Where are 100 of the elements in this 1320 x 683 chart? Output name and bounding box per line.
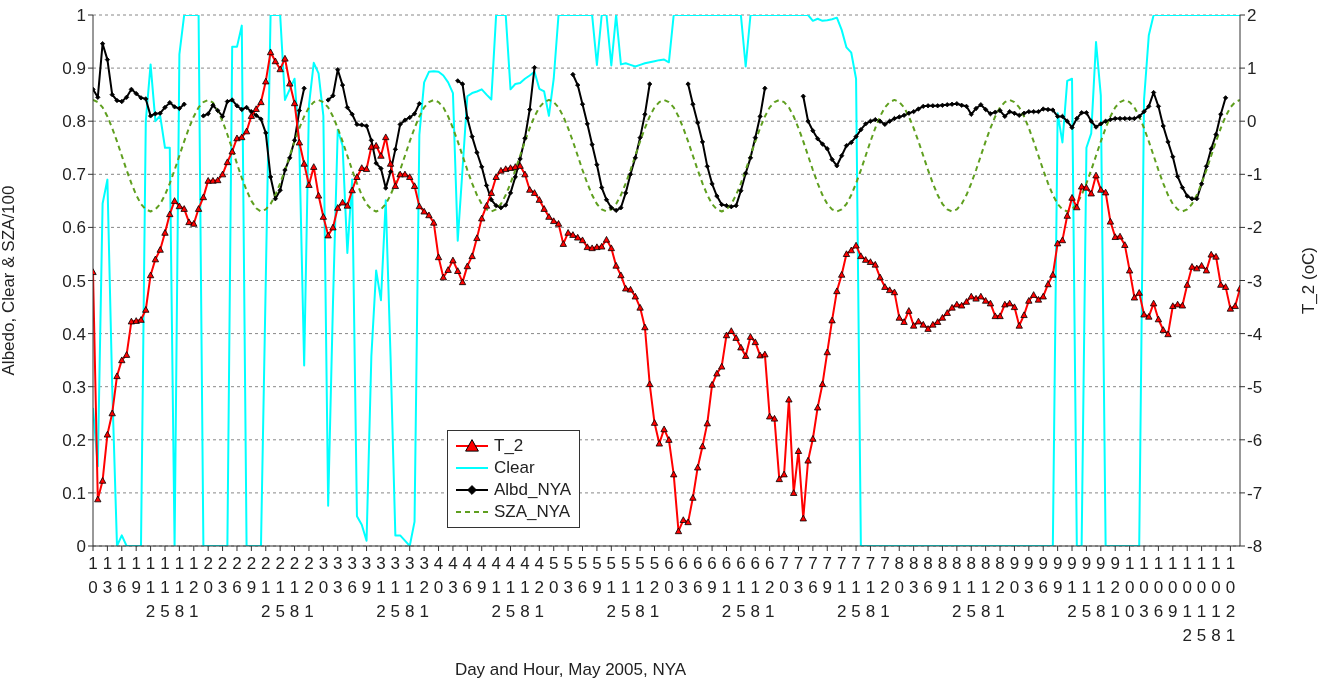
- x-tick-label: 312: [376, 554, 386, 621]
- x-tick-label: 515: [620, 554, 631, 621]
- x-tick-label: 80: [894, 554, 904, 597]
- x-tick-label: 821: [995, 554, 1005, 621]
- x-tick-label: 512: [606, 554, 617, 621]
- x-tick-label: 412: [491, 554, 501, 621]
- x-tick-label: 19: [131, 554, 141, 597]
- x-tick-label: 718: [865, 554, 876, 621]
- x-tick-label: 90: [1009, 554, 1020, 597]
- y-tick-label: 0.2: [62, 430, 86, 450]
- y-tick-label: 0.7: [62, 165, 86, 185]
- x-tick-label: 715: [851, 554, 861, 621]
- x-tick-label: 93: [1024, 554, 1034, 597]
- x-tick-label: 918: [1096, 554, 1106, 621]
- y-tick-label: 0.4: [62, 324, 86, 344]
- x-tick-label: 1018: [1211, 554, 1221, 645]
- x-tick-label: 56: [577, 554, 588, 597]
- x-tick-label: 1021: [1225, 554, 1236, 645]
- x-tick-label: 46: [462, 554, 473, 597]
- x-tick-label: 318: [405, 554, 415, 621]
- y-tick-label: 0.6: [62, 218, 86, 238]
- y2-tick-label: -2: [1247, 218, 1263, 238]
- y2-tick-label: -1: [1247, 165, 1263, 185]
- x-tick-label: 40: [433, 554, 444, 597]
- x-tick-label: 812: [952, 554, 962, 621]
- x-tick-label: 115: [160, 554, 170, 621]
- x-tick-label: 815: [966, 554, 976, 621]
- x-tick-label: 86: [923, 554, 933, 597]
- legend-label: Albd_NYA: [494, 480, 572, 500]
- y-axis-title: Albedo, Clear & SZA/100: [0, 185, 19, 376]
- x-tick-label: 621: [764, 554, 775, 621]
- x-tick-label: 103: [1139, 554, 1149, 621]
- x-tick-label: 915: [1081, 554, 1092, 621]
- legend-label: SZA_NYA: [494, 502, 571, 522]
- legend-label: Clear: [494, 458, 535, 478]
- x-tick-label: 66: [692, 554, 703, 597]
- x-tick-label: 73: [793, 554, 804, 597]
- x-tick-label: 112: [145, 554, 156, 621]
- x-tick-label: 83: [908, 554, 919, 597]
- x-tick-label: 218: [289, 554, 300, 621]
- x-tick-label: 612: [721, 554, 732, 621]
- x-tick-label: 70: [779, 554, 789, 597]
- x-tick-label: 618: [750, 554, 761, 621]
- x-tick-label: 415: [505, 554, 516, 621]
- y2-tick-label: -3: [1247, 271, 1263, 291]
- x-tick-label: 39: [361, 554, 372, 597]
- x-tick-label: 50: [548, 554, 559, 597]
- x-tick-label: 421: [534, 554, 545, 621]
- x-tick-label: 29: [246, 554, 257, 597]
- x-tick-label: 315: [390, 554, 401, 621]
- x-tick-label: 721: [880, 554, 890, 621]
- x-tick-label: 921: [1110, 554, 1120, 621]
- x-tick-label: 16: [117, 554, 127, 597]
- x-tick-label: 33: [333, 554, 343, 597]
- y2-tick-label: -7: [1247, 483, 1263, 503]
- x-tick-label: 1012: [1182, 554, 1192, 645]
- y2-tick-label: 2: [1247, 6, 1257, 26]
- x-tick-label: 36: [347, 554, 357, 597]
- y-tick-label: 0.3: [62, 377, 86, 397]
- x-tick-label: 69: [707, 554, 717, 597]
- y2-tick-label: 0: [1247, 112, 1257, 132]
- x-tick-label: 712: [836, 554, 847, 621]
- y2-tick-label: -4: [1247, 324, 1263, 344]
- y-tick-label: 0.5: [62, 271, 86, 291]
- x-axis-title: Day and Hour, May 2005, NYA: [454, 660, 687, 679]
- x-tick-label: 100: [1124, 554, 1135, 621]
- x-tick-label: 118: [174, 554, 185, 621]
- x-tick-label: 521: [649, 554, 660, 621]
- x-tick-label: 59: [592, 554, 602, 597]
- x-tick-label: 60: [664, 554, 674, 597]
- x-tick-label: 321: [419, 554, 429, 621]
- x-tick-label: 89: [937, 554, 948, 597]
- x-tick-label: 79: [822, 554, 833, 597]
- y-tick-label: 1: [76, 6, 86, 26]
- x-tick-label: 109: [1168, 554, 1178, 621]
- x-tick-label: 43: [448, 554, 458, 597]
- x-tick-label: 10: [88, 554, 98, 597]
- x-tick-label: 49: [477, 554, 487, 597]
- y-tick-label: 0.9: [62, 59, 86, 79]
- y-tick-label: 0: [76, 537, 86, 557]
- x-tick-label: 96: [1038, 554, 1048, 597]
- x-tick-label: 212: [261, 554, 271, 621]
- x-tick-label: 1015: [1196, 554, 1207, 645]
- x-tick-label: 13: [102, 554, 113, 597]
- x-tick-label: 26: [232, 554, 242, 597]
- x-tick-label: 53: [563, 554, 573, 597]
- x-tick-label: 818: [980, 554, 991, 621]
- x-tick-label: 418: [520, 554, 530, 621]
- x-tick-label: 912: [1067, 554, 1077, 621]
- y-tick-label: 0.8: [62, 112, 86, 132]
- x-tick-label: 99: [1052, 554, 1063, 597]
- x-tick-label: 76: [808, 554, 818, 597]
- x-tick-label: 106: [1153, 554, 1164, 621]
- y2-tick-label: -5: [1247, 377, 1263, 397]
- x-tick-label: 30: [318, 554, 329, 597]
- y-tick-label: 0.1: [62, 483, 86, 503]
- x-tick-label: 615: [736, 554, 746, 621]
- x-tick-label: 63: [678, 554, 689, 597]
- y2-tick-label: 1: [1247, 59, 1257, 79]
- y2-tick-label: -6: [1247, 430, 1263, 450]
